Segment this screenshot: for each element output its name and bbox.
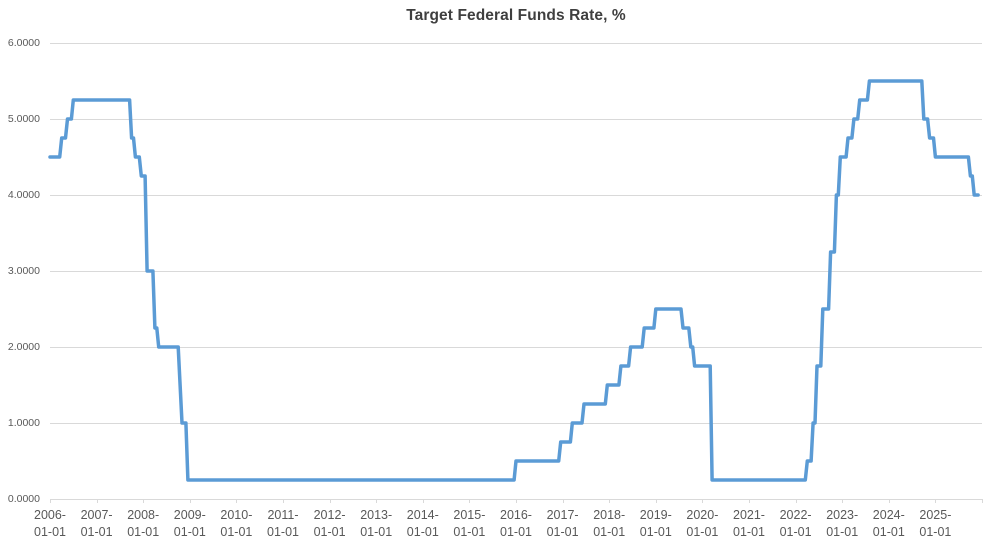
y-axis-tick-label: 0.0000 — [7, 492, 40, 505]
x-axis-tick-label: 2015- 01-01 — [453, 508, 486, 539]
x-axis-tick-label: 2007- 01-01 — [80, 508, 113, 539]
chart-title: Target Federal Funds Rate, % — [406, 7, 626, 24]
y-axis-tick-label: 4.0000 — [7, 188, 40, 201]
y-axis-tick-label: 2.0000 — [7, 340, 40, 353]
x-axis-tick-label: 2006- 01-01 — [34, 508, 66, 539]
x-axis-tick-label: 2018- 01-01 — [593, 508, 626, 539]
x-axis-tick-label: 2020- 01-01 — [686, 508, 719, 539]
x-axis-tick-label: 2025- 01-01 — [919, 508, 952, 539]
x-axis-tick-label: 2022- 01-01 — [779, 508, 812, 539]
x-axis-tick-label: 2014- 01-01 — [406, 508, 439, 539]
x-axis-tick-label: 2010- 01-01 — [220, 508, 253, 539]
x-axis-tick-label: 2009- 01-01 — [173, 508, 206, 539]
x-axis-tick-label: 2017- 01-01 — [546, 508, 579, 539]
x-axis-tick-label: 2011- 01-01 — [267, 508, 299, 539]
y-axis-tick-label: 5.0000 — [7, 112, 40, 125]
y-axis-tick-label: 6.0000 — [7, 36, 40, 49]
x-axis-tick-label: 2013- 01-01 — [360, 508, 393, 539]
x-axis-tick-label: 2008- 01-01 — [127, 508, 160, 539]
x-axis-tick-label: 2016- 01-01 — [500, 508, 532, 539]
x-axis-tick-label: 2019- 01-01 — [639, 508, 672, 539]
y-axis-tick-label: 1.0000 — [7, 416, 40, 429]
x-axis-tick-label: 2012- 01-01 — [313, 508, 346, 539]
x-axis-tick-label: 2023- 01-01 — [826, 508, 859, 539]
x-axis-tick-label: 2024- 01-01 — [872, 508, 905, 539]
y-axis-tick-label: 3.0000 — [7, 264, 40, 277]
x-axis-tick-label: 2021- 01-01 — [733, 508, 765, 539]
fed-funds-rate-line — [48, 79, 980, 482]
